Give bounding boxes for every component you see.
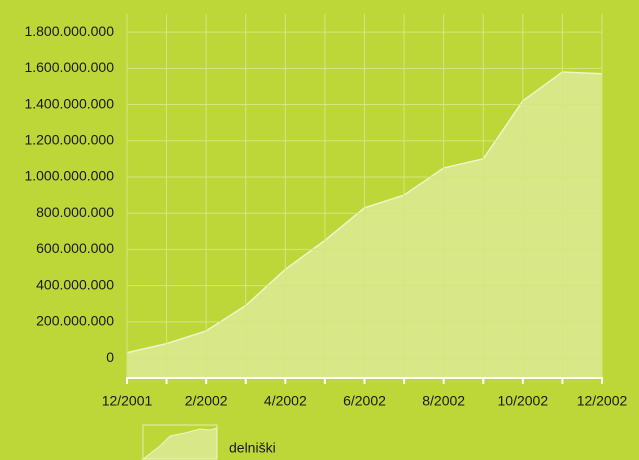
y-tick-label: 1.200.000.000 — [24, 131, 114, 147]
y-tick-label: 600.000.000 — [36, 240, 114, 256]
legend-swatch — [141, 427, 218, 460]
x-tick-label: 6/2002 — [343, 393, 386, 409]
x-tick-label: 12/2001 — [102, 393, 153, 409]
legend-label: delniški — [229, 440, 276, 456]
y-tick-label: 1.400.000.000 — [24, 95, 114, 111]
x-tick-label: 10/2002 — [498, 393, 549, 409]
x-tick-label: 2/2002 — [185, 393, 228, 409]
y-tick-label: 200.000.000 — [36, 313, 114, 329]
y-tick-label: 1.000.000.000 — [24, 168, 114, 184]
y-tick-label: 1.800.000.000 — [24, 23, 114, 39]
x-tick-label: 4/2002 — [264, 393, 307, 409]
x-tick-label: 8/2002 — [422, 393, 465, 409]
y-tick-label: 400.000.000 — [36, 276, 114, 292]
y-tick-label: 800.000.000 — [36, 204, 114, 220]
y-tick-label: 0 — [106, 349, 114, 365]
y-tick-label: 1.600.000.000 — [24, 59, 114, 75]
legend: delniški — [141, 424, 276, 460]
x-tick-label: 12/2002 — [577, 393, 628, 409]
